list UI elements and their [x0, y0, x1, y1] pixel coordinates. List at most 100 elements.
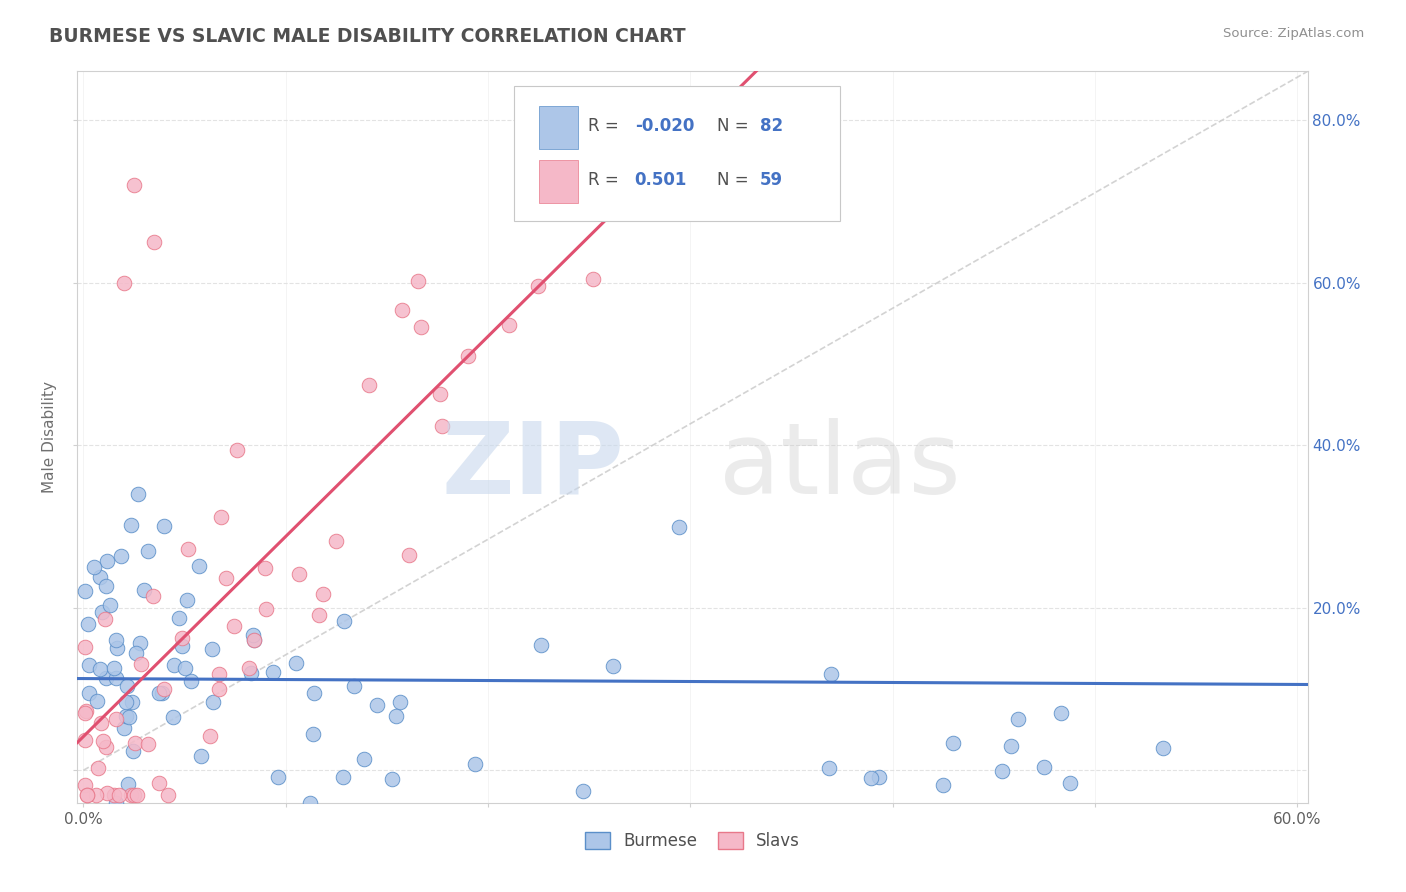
Point: [104, 671, 127, 685]
Point: [284, 656, 307, 670]
Point: [75, 704, 97, 718]
Text: ZIP: ZIP: [441, 417, 624, 515]
Point: [83, 560, 105, 574]
Point: [96, 578, 118, 592]
Point: [301, 726, 323, 740]
Point: [91, 606, 114, 620]
Point: [242, 633, 264, 648]
Point: [148, 686, 170, 700]
Point: [86, 694, 108, 708]
Point: [75, 640, 97, 654]
Point: [87, 762, 110, 776]
Point: [215, 571, 238, 585]
Point: [1152, 741, 1174, 756]
Text: BURMESE VS SLAVIC MALE DISABILITY CORRELATION CHART: BURMESE VS SLAVIC MALE DISABILITY CORREL…: [49, 27, 686, 45]
Point: [125, 646, 148, 660]
Point: [332, 614, 354, 628]
Point: [170, 639, 193, 653]
Point: [1000, 739, 1022, 753]
Point: [115, 709, 138, 723]
Point: [132, 583, 155, 598]
Point: [89, 662, 111, 676]
Point: [174, 661, 197, 675]
Point: [177, 542, 200, 557]
Point: [240, 666, 263, 681]
Point: [201, 642, 224, 657]
Point: [527, 278, 550, 293]
Point: [308, 607, 330, 622]
Point: [242, 628, 264, 642]
Point: [398, 548, 420, 562]
Point: [94, 671, 117, 685]
Point: [136, 737, 159, 751]
Point: [105, 712, 128, 726]
Point: [529, 145, 551, 159]
Point: [118, 709, 141, 723]
Point: [238, 661, 260, 675]
Point: [243, 632, 266, 647]
Point: [98, 599, 121, 613]
Point: [288, 567, 311, 582]
Point: [388, 695, 411, 709]
Point: [602, 659, 624, 673]
Point: [430, 419, 453, 434]
Point: [167, 611, 190, 625]
Point: [1032, 759, 1054, 773]
Point: [225, 442, 247, 457]
Point: [128, 636, 150, 650]
Point: [77, 685, 100, 699]
Point: [429, 387, 451, 401]
Point: [75, 778, 97, 792]
Point: [254, 601, 277, 615]
Point: [103, 661, 125, 675]
Point: [942, 736, 965, 750]
Point: [120, 518, 142, 533]
Point: [267, 771, 290, 785]
Point: [582, 271, 605, 285]
Point: [162, 710, 184, 724]
Point: [464, 757, 486, 772]
Point: [1007, 713, 1029, 727]
Text: N =: N =: [717, 171, 748, 189]
Point: [77, 657, 100, 672]
Point: [868, 770, 890, 784]
Point: [262, 665, 284, 680]
Point: [94, 611, 117, 625]
Point: [121, 744, 143, 758]
Point: [91, 734, 114, 748]
Point: [299, 796, 322, 810]
Text: -0.020: -0.020: [634, 117, 695, 135]
Point: [357, 378, 380, 392]
Point: [143, 235, 166, 249]
Point: [201, 695, 224, 709]
Point: [170, 631, 193, 645]
Point: [120, 788, 142, 802]
Point: [76, 788, 98, 802]
Point: [817, 760, 839, 774]
Point: [163, 658, 186, 673]
Point: [94, 739, 117, 754]
Point: [110, 549, 132, 563]
Point: [343, 679, 366, 693]
Text: N =: N =: [717, 117, 748, 135]
Point: [222, 619, 245, 633]
Point: [381, 772, 404, 786]
Point: [105, 796, 128, 810]
Point: [820, 667, 842, 681]
Point: [187, 558, 209, 573]
Point: [409, 320, 432, 334]
Point: [121, 694, 143, 708]
FancyBboxPatch shape: [538, 161, 578, 203]
Point: [254, 561, 277, 575]
Text: atlas: atlas: [720, 417, 960, 515]
Point: [115, 695, 138, 709]
Point: [1059, 776, 1081, 790]
Point: [84, 788, 107, 802]
FancyBboxPatch shape: [515, 86, 841, 221]
Text: R =: R =: [588, 117, 619, 135]
Point: [112, 721, 135, 735]
Point: [157, 788, 180, 802]
Point: [124, 736, 146, 750]
Point: [89, 570, 111, 584]
Point: [859, 771, 882, 785]
